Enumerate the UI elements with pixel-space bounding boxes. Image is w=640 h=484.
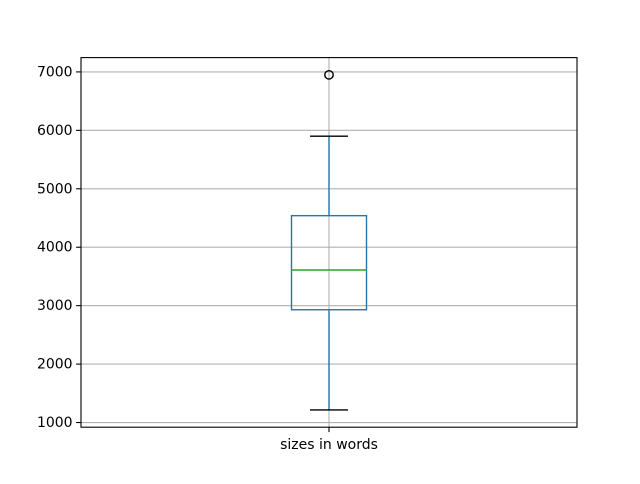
x-tick-label: sizes in words <box>280 437 378 453</box>
axes-spines <box>80 57 578 428</box>
outlier-marker <box>324 69 334 80</box>
y-tick-label: 1000 <box>37 415 73 431</box>
y-tick-label: 5000 <box>37 181 73 197</box>
box <box>290 214 368 311</box>
y-tick-label: 2000 <box>37 357 73 373</box>
y-tick-label: 7000 <box>37 64 73 80</box>
y-tick-label: 6000 <box>37 123 73 139</box>
y-tick-label: 4000 <box>37 240 73 256</box>
y-tick-label: 3000 <box>37 298 73 314</box>
